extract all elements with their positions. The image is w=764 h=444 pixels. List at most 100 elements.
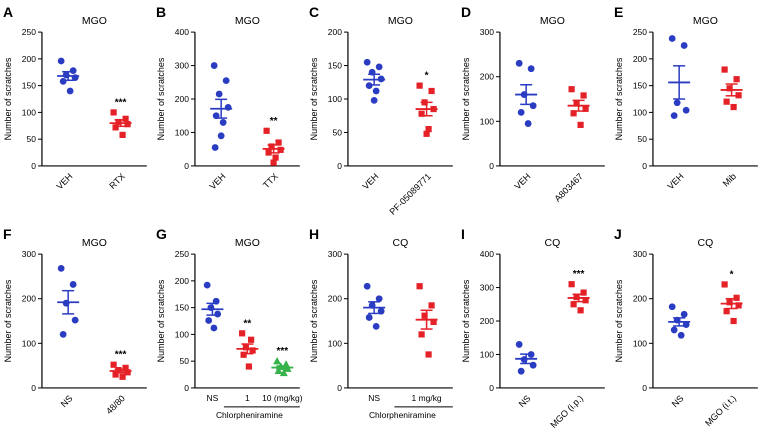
data-point — [580, 289, 588, 296]
data-point — [372, 322, 380, 330]
data-point — [528, 65, 535, 73]
y-tick-label: 200 — [633, 54, 647, 64]
significance-marker: * — [730, 269, 734, 280]
panel-B: B MGO 0 100 200 300 400 Number of scratches VEH *… — [156, 4, 300, 191]
y-tick-label: 150 — [22, 81, 36, 91]
data-point — [119, 373, 126, 380]
panel-letter: A — [3, 4, 13, 20]
data-point — [272, 154, 279, 161]
y-axis-title: Number of scratches — [156, 57, 166, 140]
data-point — [222, 77, 230, 85]
data-point — [242, 344, 249, 351]
data-point — [263, 127, 270, 134]
y-tick-label: 100 — [175, 329, 189, 339]
data-point — [582, 105, 590, 112]
data-point — [570, 301, 578, 308]
panel-letter: C — [309, 4, 319, 20]
panel-I: I CQ 0 100 200 300 400 Number of scratches NS ***… — [461, 226, 606, 430]
y-tick-label: 0 — [490, 383, 495, 393]
panel-D: D MGO 0 100 200 300 Number of scratches VEH A803… — [461, 4, 606, 204]
data-point — [240, 351, 247, 358]
y-axis-title: Number of scratches — [3, 57, 13, 140]
data-point — [372, 87, 380, 95]
panel-C: C MGO 0 50 100 150 200 Number of scratches VEH * P… — [309, 4, 453, 217]
significance-marker: ** — [270, 116, 278, 127]
panel-E: E MGO 0 50 100 150 200 250 Number of scratches VE… — [614, 4, 759, 191]
y-tick-label: 0 — [184, 383, 189, 393]
data-point — [668, 303, 676, 311]
data-point — [112, 371, 119, 378]
data-point — [59, 331, 67, 338]
significance-marker: ** — [243, 318, 251, 329]
y-tick-label: 300 — [480, 283, 494, 293]
panel-letter: E — [614, 4, 623, 20]
y-tick-label: 100 — [327, 338, 341, 348]
y-tick-label: 300 — [327, 249, 341, 259]
y-tick-label: 0 — [337, 161, 342, 171]
data-point — [516, 59, 523, 67]
significance-marker: *** — [115, 350, 127, 361]
panel-title: MGO — [540, 16, 565, 27]
x-tick-label: 1 — [245, 393, 250, 403]
data-point — [668, 35, 676, 42]
x-tick-label: VEH — [360, 171, 380, 191]
x-tick-label: Mib — [721, 171, 738, 188]
data-point — [122, 364, 129, 371]
data-point — [730, 317, 737, 325]
significance-marker: *** — [115, 97, 127, 108]
data-point — [110, 361, 117, 368]
data-point — [568, 281, 576, 288]
panel-J: J CQ 0 100 200 300 Number of scratches NS * MGO (… — [614, 226, 759, 428]
data-point — [735, 302, 742, 309]
y-axis-title: Number of scratches — [3, 279, 13, 362]
x-tick-label: VEH — [513, 171, 533, 191]
data-point — [365, 314, 373, 321]
y-axis-title: Number of scratches — [461, 279, 471, 362]
data-point — [214, 310, 221, 318]
y-tick-label: 100 — [633, 107, 647, 117]
data-point — [423, 130, 430, 137]
data-point — [277, 146, 284, 153]
data-point — [577, 121, 585, 128]
data-point — [670, 326, 678, 334]
data-point — [249, 347, 256, 354]
x-tick-label: A803467 — [553, 171, 585, 203]
data-point — [210, 324, 218, 332]
data-point — [219, 119, 227, 126]
data-point — [516, 341, 523, 348]
data-point — [124, 369, 131, 376]
data-point — [680, 310, 688, 318]
y-tick-label: 100 — [480, 349, 494, 359]
data-point — [203, 281, 211, 289]
y-tick-label: 50 — [27, 134, 37, 144]
x-tick-label: 10 (mg/kg) — [262, 393, 303, 403]
data-point — [418, 110, 425, 117]
data-point — [375, 295, 383, 303]
y-tick-label: 300 — [175, 61, 189, 71]
x-tick-label: RTX — [107, 171, 127, 191]
x-axis-group-label: Chlorpheniramine — [216, 410, 283, 420]
panel-title: CQ — [392, 238, 408, 249]
y-tick-label: 300 — [480, 27, 494, 37]
y-tick-label: 200 — [22, 294, 36, 304]
data-point — [530, 102, 537, 110]
x-tick-label: VEH — [207, 171, 227, 191]
data-point — [119, 131, 126, 138]
data-point — [735, 92, 742, 99]
data-point — [416, 82, 423, 89]
data-point — [721, 66, 728, 73]
data-point — [270, 159, 277, 166]
y-tick-label: 200 — [480, 72, 494, 82]
panel-letter: F — [3, 226, 12, 242]
data-point — [375, 63, 383, 71]
data-point — [57, 57, 65, 65]
y-tick-label: 0 — [31, 383, 36, 393]
y-tick-label: 200 — [327, 294, 341, 304]
data-point — [582, 297, 590, 304]
panel-title: MGO — [82, 238, 107, 249]
data-point — [518, 367, 525, 375]
y-tick-label: 300 — [22, 249, 36, 259]
x-tick-label: NS — [206, 393, 218, 403]
data-point — [69, 67, 77, 75]
data-point — [275, 139, 282, 146]
